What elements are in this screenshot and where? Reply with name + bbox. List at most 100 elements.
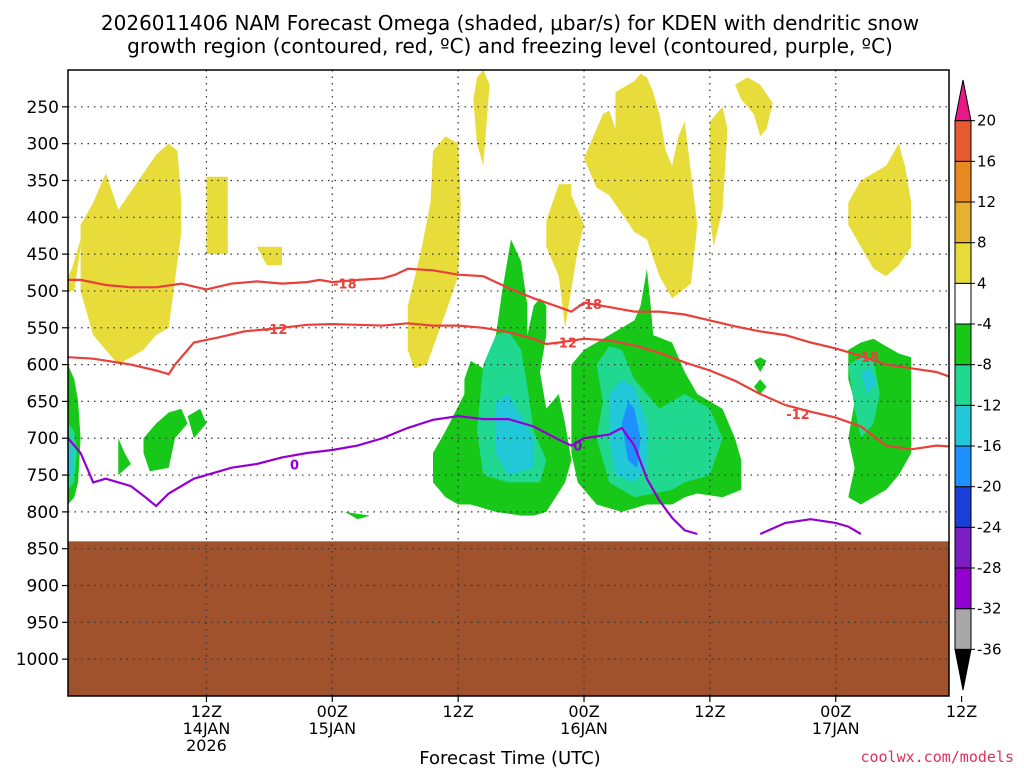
y-tick-label: 850 xyxy=(27,540,59,560)
y-tick-label: 550 xyxy=(27,319,59,339)
x-tick-label: 15JAN xyxy=(308,719,356,738)
contour-label-1: -12 xyxy=(553,336,577,351)
x-tick-label: 12Z xyxy=(442,702,473,721)
colorbar-swatch-4 xyxy=(954,486,972,528)
contour-label-2: -18 xyxy=(855,351,879,366)
terrain-below-surface xyxy=(68,541,949,696)
colorbar-swatch-13 xyxy=(954,120,972,162)
y-tick-label: 450 xyxy=(27,245,59,265)
colorbar-swatch-2 xyxy=(954,567,972,610)
omega-region-5 xyxy=(473,70,490,166)
y-tick-label: 900 xyxy=(27,577,59,597)
contour-label-0: -18 xyxy=(333,278,357,293)
contour-label-2: -12 xyxy=(786,408,810,423)
contour--18-0 xyxy=(68,267,949,378)
x-tick-label: 00Z xyxy=(317,702,348,721)
y-tick-label: 300 xyxy=(27,135,59,155)
colorbar-label: 12 xyxy=(977,193,996,211)
plot-frame xyxy=(67,69,950,697)
omega-region-20 xyxy=(753,379,767,394)
omega-region-31 xyxy=(860,368,876,394)
y-tick-label: 700 xyxy=(27,429,59,449)
y-tick-label: 350 xyxy=(27,171,59,191)
omega-region-13 xyxy=(118,438,131,476)
omega-shading xyxy=(68,70,1014,520)
omega-region-9 xyxy=(735,77,773,137)
colorbar-swatch-8 xyxy=(954,323,972,366)
colorbar-swatch-9 xyxy=(954,282,972,325)
omega-region-15 xyxy=(187,408,207,439)
contour-label-1: 0 xyxy=(573,440,582,455)
omega-region-4 xyxy=(407,136,461,369)
chart-title-line1: 2026011406 NAM Forecast Omega (shaded, μ… xyxy=(101,11,919,35)
plot-grid xyxy=(68,70,949,696)
omega-colorbar: -36 -32 -28 -24 -20 -16 -12 -8 -4 4 8 12 16 20 xyxy=(954,79,1002,691)
colorbar-label: -32 xyxy=(977,600,1002,618)
omega-region-16 xyxy=(344,511,371,520)
y-tick-label: 950 xyxy=(27,613,59,633)
x-tick-label: 00Z xyxy=(820,702,851,721)
terrain-fill xyxy=(68,541,949,696)
omega-region-29 xyxy=(495,394,534,476)
colorbar-label: 8 xyxy=(977,234,987,252)
x-tick-label: 17JAN xyxy=(812,719,860,738)
pressure-axis: 250 300 350 400 450 500 550 600 650 700 750 800 850 9… xyxy=(16,98,68,670)
y-tick-label: 800 xyxy=(27,503,59,523)
omega-region-2 xyxy=(206,176,228,255)
omega-region-11 xyxy=(1004,151,1014,232)
contour-label-0: -12 xyxy=(264,323,288,338)
colorbar-label: -36 xyxy=(977,640,1002,658)
colorbar-label: -4 xyxy=(977,315,992,333)
colorbar-swatch-14 xyxy=(954,79,972,122)
omega-region-7 xyxy=(584,73,698,299)
y-tick-label: 1000 xyxy=(16,650,59,670)
x-tick-label: 12Z xyxy=(946,702,977,721)
colorbar-swatch-7 xyxy=(954,364,972,406)
y-tick-label: 500 xyxy=(27,282,59,302)
y-tick-label: 650 xyxy=(27,392,59,412)
contour--12-1 xyxy=(68,322,949,451)
colorbar-label: 20 xyxy=(977,112,996,130)
colorbar-label: 16 xyxy=(977,152,996,170)
omega-region-1 xyxy=(68,239,81,291)
y-tick-label: 600 xyxy=(27,356,59,376)
contour-label-1: -18 xyxy=(579,298,603,313)
colorbar-swatch-6 xyxy=(954,404,972,447)
y-tick-label: 400 xyxy=(27,208,59,228)
colorbar-label: 4 xyxy=(977,274,987,292)
omega-region-14 xyxy=(143,408,188,472)
x-tick-label: 16JAN xyxy=(560,719,608,738)
temperature-contours: -18 -18 -18 -12 -12 -12 0 0 xyxy=(68,267,949,536)
x-tick-label: 12Z xyxy=(191,702,222,721)
colorbar-label: -20 xyxy=(977,478,1002,496)
colorbar-label: -8 xyxy=(977,356,992,374)
colorbar-swatch-12 xyxy=(954,160,972,203)
x-tick-label: 12Z xyxy=(694,702,725,721)
y-tick-label: 250 xyxy=(27,98,59,118)
colorbar-swatch-10 xyxy=(954,242,972,284)
colorbar-swatch-0 xyxy=(954,648,972,691)
colorbar-swatch-3 xyxy=(954,526,972,569)
x-tick-label: 2026 xyxy=(186,736,227,755)
contour-0-2 xyxy=(68,414,698,536)
colorbar-label: -12 xyxy=(977,396,1002,414)
contour-label-0: 0 xyxy=(290,459,299,474)
colorbar-swatch-5 xyxy=(954,445,972,488)
x-axis-label: Forecast Time (UTC) xyxy=(419,748,600,768)
omega-region-6 xyxy=(546,184,584,328)
omega-region-3 xyxy=(256,246,282,266)
chart-title-line2: growth region (contoured, red, ºC) and f… xyxy=(127,34,893,58)
colorbar-swatch-11 xyxy=(954,201,972,244)
colorbar-label: -24 xyxy=(977,518,1002,536)
credit-text[interactable]: coolwx.com/models xyxy=(860,748,1014,766)
x-tick-label: 00Z xyxy=(568,702,599,721)
contour-0-3 xyxy=(759,518,862,536)
omega-region-8 xyxy=(709,106,728,247)
omega-region-19 xyxy=(753,357,767,372)
omega-region-10 xyxy=(848,143,912,277)
colorbar-swatch-1 xyxy=(954,608,972,650)
colorbar-label: -16 xyxy=(977,437,1002,455)
x-tick-label: 14JAN xyxy=(183,719,231,738)
